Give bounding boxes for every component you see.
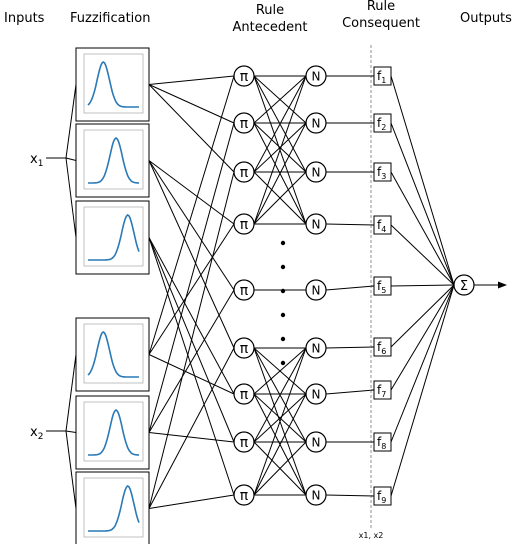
consequent-to-sum-line [391, 76, 454, 285]
header-rule-consequent-line1: Rule [367, 0, 395, 14]
input-to-mf-line [66, 158, 76, 161]
mf-to-rule-line [149, 433, 234, 443]
product-symbol: π [240, 435, 249, 451]
mf-plot-area [84, 324, 143, 383]
mf-to-rule-line [149, 85, 234, 173]
ellipsis-dot [281, 265, 285, 269]
norm-to-consequent-line [326, 495, 374, 496]
membership-function-plot [76, 201, 149, 274]
consequent-inputs-label: x1, x2 [359, 531, 384, 540]
product-symbol: π [240, 488, 249, 504]
header-rule-antecedent-line2: Antecedent [233, 20, 308, 35]
normalize-symbol: N [312, 436, 321, 450]
mf-to-rule-line [149, 495, 234, 509]
product-symbol: π [240, 217, 249, 233]
ellipsis-dot [281, 361, 285, 365]
norm-to-consequent-line [326, 286, 374, 290]
mf-to-rule-line [149, 161, 234, 349]
mf-plot-area [84, 54, 143, 113]
mf-plot-area [84, 130, 143, 189]
product-symbol: π [240, 387, 249, 403]
nodes-layer: x1 x2 π π π π π π π π π N N N N N N N N Nf1 f2 f3 f4 f5 f6 f7 f8 f9… [30, 48, 474, 544]
normalize-symbol: N [312, 284, 321, 298]
mf-to-rule-line [149, 238, 234, 395]
mf-to-rule-line [149, 224, 234, 355]
header-inputs: Inputs [4, 11, 45, 26]
product-symbol: π [240, 69, 249, 85]
ellipsis-dot [281, 313, 285, 317]
header-outputs: Outputs [460, 11, 512, 26]
normalize-symbol: N [312, 117, 321, 131]
product-symbol: π [240, 283, 249, 299]
norm-to-consequent-line [326, 224, 374, 225]
norm-to-consequent-line [326, 390, 374, 394]
membership-function-plot [76, 472, 149, 544]
ellipsis-dot [281, 241, 285, 245]
header-fuzzification: Fuzzification [70, 11, 150, 26]
normalize-symbol: N [312, 166, 321, 180]
product-symbol: π [240, 116, 249, 132]
input-to-mf-line [66, 85, 76, 159]
ellipsis-dot [281, 289, 285, 293]
header-rule-consequent-line2: Consequent [342, 16, 420, 31]
mf-to-rule-line [149, 348, 234, 509]
normalize-symbol: N [312, 342, 321, 356]
header-rule-antecedent-line1: Rule [256, 3, 284, 18]
membership-function-plot [76, 124, 149, 197]
norm-to-consequent-line [326, 347, 374, 348]
normalize-symbol: N [312, 388, 321, 402]
consequent-to-sum-line [391, 285, 454, 286]
mf-to-rule-line [149, 161, 234, 291]
consequent-to-sum-line [391, 285, 454, 442]
mf-plot-area [84, 402, 143, 461]
input-to-mf-line [66, 158, 76, 238]
normalize-symbol: N [312, 70, 321, 84]
input-to-mf-line [66, 431, 76, 509]
input-to-mf-line [66, 355, 76, 432]
input-to-mf-line [66, 431, 76, 433]
membership-function-plot [76, 48, 149, 121]
product-symbol: π [240, 165, 249, 181]
input-label: x2 [30, 425, 43, 442]
normalize-symbol: N [312, 218, 321, 232]
membership-function-plot [76, 396, 149, 469]
mf-to-rule-line [149, 76, 234, 355]
mf-to-rule-line [149, 85, 234, 124]
consequent-to-sum-line [391, 172, 454, 285]
mf-to-rule-line [149, 76, 234, 85]
product-symbol: π [240, 341, 249, 357]
consequent-to-sum-line [391, 123, 454, 285]
membership-function-plot [76, 318, 149, 391]
ellipsis-dot [281, 337, 285, 341]
input-label: x1 [30, 152, 43, 169]
normalize-symbol: N [312, 489, 321, 503]
sum-symbol: Σ [460, 279, 468, 294]
